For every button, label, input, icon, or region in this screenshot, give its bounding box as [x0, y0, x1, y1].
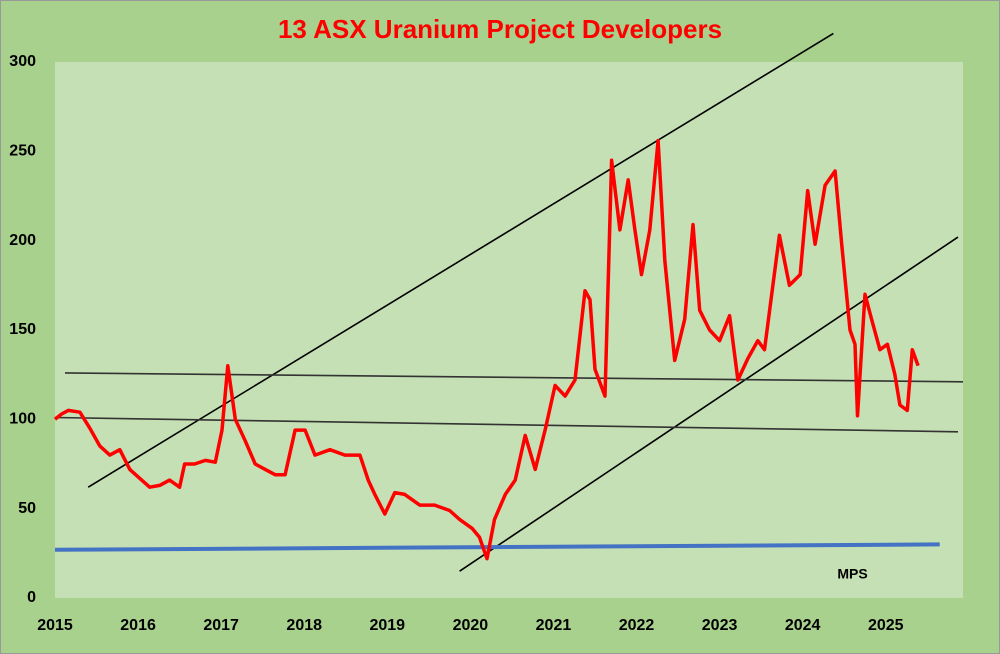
trend-line: [64, 372, 964, 383]
x-tick-label: 2019: [369, 617, 405, 634]
x-tick-label: 2025: [868, 617, 904, 634]
x-tick-label: 2017: [203, 617, 239, 634]
trend-line: [459, 236, 959, 572]
x-tick-label: 2016: [120, 617, 156, 634]
y-tick-label: 0: [27, 589, 36, 606]
x-tick-label: 2024: [785, 617, 821, 634]
x-tick-label: 2015: [37, 617, 73, 634]
x-tick-label: 2018: [286, 617, 322, 634]
annotation: MPS: [837, 565, 867, 581]
trend-line: [87, 32, 834, 488]
x-tick-label: 2022: [619, 617, 655, 634]
x-tick-label: 2020: [453, 617, 489, 634]
y-tick-label: 250: [9, 143, 36, 160]
y-tick-label: 150: [9, 321, 36, 338]
y-tick-label: 300: [9, 53, 36, 70]
y-tick-label: 200: [9, 232, 36, 249]
x-tick-label: 2023: [702, 617, 738, 634]
y-tick-label: 50: [18, 500, 36, 517]
trend-line: [54, 542, 940, 552]
chart-title: 13 ASX Uranium Project Developers: [278, 14, 722, 44]
y-tick-label: 100: [9, 411, 36, 428]
plot-area: [55, 62, 963, 598]
x-tick-label: 2021: [536, 617, 572, 634]
trend-line: [54, 416, 959, 433]
data-line: [53, 138, 920, 561]
